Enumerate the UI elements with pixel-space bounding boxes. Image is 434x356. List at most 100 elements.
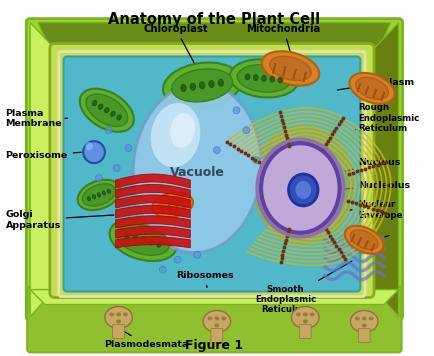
- Ellipse shape: [148, 239, 153, 245]
- Ellipse shape: [350, 310, 377, 333]
- Polygon shape: [115, 205, 190, 218]
- Ellipse shape: [116, 115, 121, 120]
- Polygon shape: [38, 23, 390, 48]
- FancyBboxPatch shape: [27, 287, 401, 352]
- FancyBboxPatch shape: [50, 43, 373, 298]
- Text: Ribosomes: Ribosomes: [176, 271, 233, 288]
- Ellipse shape: [368, 316, 373, 320]
- Text: Nucleolus: Nucleolus: [332, 182, 410, 190]
- Ellipse shape: [295, 313, 300, 316]
- Ellipse shape: [213, 147, 220, 153]
- Ellipse shape: [288, 174, 317, 206]
- Ellipse shape: [193, 251, 200, 258]
- Text: Smooth
Endoplasmic
Reticulum: Smooth Endoplasmic Reticulum: [254, 261, 351, 314]
- Ellipse shape: [87, 197, 90, 201]
- Polygon shape: [115, 174, 190, 188]
- Ellipse shape: [190, 83, 195, 90]
- Ellipse shape: [180, 84, 186, 91]
- Ellipse shape: [107, 189, 110, 193]
- Text: Peroxisome: Peroxisome: [6, 151, 81, 159]
- Ellipse shape: [295, 181, 310, 199]
- Ellipse shape: [110, 111, 115, 116]
- Ellipse shape: [354, 316, 359, 320]
- Ellipse shape: [109, 219, 176, 261]
- FancyBboxPatch shape: [358, 329, 369, 342]
- FancyBboxPatch shape: [210, 329, 222, 342]
- Ellipse shape: [221, 316, 226, 320]
- Ellipse shape: [152, 193, 193, 217]
- Ellipse shape: [116, 319, 121, 324]
- Ellipse shape: [252, 157, 259, 163]
- Ellipse shape: [123, 313, 128, 316]
- Ellipse shape: [242, 127, 249, 134]
- Ellipse shape: [233, 107, 240, 114]
- Ellipse shape: [77, 180, 120, 210]
- Text: Nucleus: Nucleus: [345, 158, 400, 171]
- Ellipse shape: [163, 63, 240, 108]
- Ellipse shape: [361, 324, 366, 328]
- Polygon shape: [115, 237, 190, 248]
- Ellipse shape: [97, 193, 100, 197]
- Ellipse shape: [140, 237, 145, 243]
- Ellipse shape: [102, 191, 105, 195]
- Ellipse shape: [95, 174, 102, 182]
- Ellipse shape: [291, 307, 318, 329]
- FancyBboxPatch shape: [299, 324, 310, 338]
- Ellipse shape: [207, 316, 212, 320]
- Polygon shape: [115, 184, 190, 198]
- FancyBboxPatch shape: [112, 324, 124, 338]
- Ellipse shape: [83, 141, 105, 163]
- Ellipse shape: [269, 76, 274, 82]
- Ellipse shape: [132, 235, 137, 241]
- Ellipse shape: [203, 310, 230, 333]
- FancyBboxPatch shape: [63, 57, 359, 292]
- Polygon shape: [30, 289, 398, 304]
- Ellipse shape: [113, 164, 120, 172]
- Polygon shape: [115, 226, 190, 238]
- Text: Anatomy of the Plant Cell: Anatomy of the Plant Cell: [108, 12, 319, 27]
- Text: Cell
Wall: Cell Wall: [358, 232, 388, 251]
- Text: Plasma
Membrane: Plasma Membrane: [6, 109, 67, 128]
- Ellipse shape: [117, 224, 169, 255]
- Ellipse shape: [214, 316, 219, 320]
- Ellipse shape: [133, 84, 261, 252]
- Ellipse shape: [349, 230, 377, 250]
- Polygon shape: [373, 23, 398, 316]
- Ellipse shape: [105, 307, 132, 329]
- Ellipse shape: [361, 316, 366, 320]
- Ellipse shape: [349, 73, 394, 104]
- Ellipse shape: [116, 313, 121, 316]
- Ellipse shape: [125, 232, 129, 239]
- Ellipse shape: [261, 75, 266, 82]
- Ellipse shape: [302, 319, 307, 324]
- Ellipse shape: [229, 59, 298, 98]
- Ellipse shape: [158, 196, 187, 214]
- Ellipse shape: [82, 184, 115, 206]
- Ellipse shape: [92, 100, 97, 106]
- Ellipse shape: [253, 75, 258, 81]
- Ellipse shape: [214, 324, 219, 328]
- Polygon shape: [115, 216, 190, 228]
- Ellipse shape: [251, 125, 354, 245]
- Polygon shape: [30, 23, 55, 316]
- Text: Nuclear
Envelope: Nuclear Envelope: [347, 200, 402, 220]
- Ellipse shape: [309, 313, 314, 316]
- Ellipse shape: [159, 266, 166, 273]
- Text: Figure 1: Figure 1: [184, 339, 243, 352]
- Ellipse shape: [151, 103, 200, 167]
- Ellipse shape: [237, 64, 290, 92]
- Ellipse shape: [174, 256, 181, 263]
- Ellipse shape: [269, 56, 310, 80]
- Ellipse shape: [217, 79, 223, 86]
- FancyBboxPatch shape: [26, 19, 401, 320]
- Ellipse shape: [245, 74, 250, 80]
- Ellipse shape: [92, 195, 95, 199]
- Ellipse shape: [105, 127, 112, 134]
- Ellipse shape: [104, 108, 109, 113]
- Ellipse shape: [125, 145, 132, 152]
- Ellipse shape: [79, 89, 134, 132]
- Text: Chloroplast: Chloroplast: [143, 23, 207, 66]
- Text: Plasmodesmata: Plasmodesmata: [104, 331, 188, 349]
- Ellipse shape: [355, 78, 388, 99]
- Ellipse shape: [261, 51, 319, 86]
